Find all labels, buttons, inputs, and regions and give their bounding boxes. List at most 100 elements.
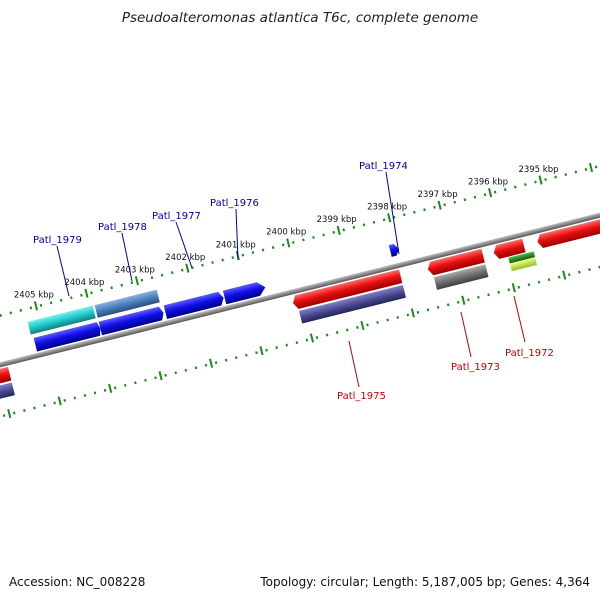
ruler-minor-tick [271, 246, 275, 249]
ruler-major-tick [538, 175, 543, 185]
ruler-minor-tick [154, 376, 157, 380]
ruler-minor-tick [386, 318, 389, 322]
ruler-tick-label: 2404 kbp [64, 278, 104, 288]
ruler-major-tick [387, 213, 392, 223]
ruler-minor-tick [312, 235, 315, 239]
ruler-minor-tick [517, 285, 521, 289]
ruler-minor-tick [335, 331, 339, 334]
ruler-minor-tick [497, 290, 500, 294]
ruler-minor-tick [113, 386, 117, 390]
ruler-minor-tick [29, 306, 33, 310]
ruler-minor-tick [356, 326, 359, 329]
cog-patl-1972-a [508, 251, 536, 264]
ruler-tick-label: 2400 kbp [266, 228, 306, 238]
ruler-minor-tick [120, 283, 124, 287]
ruler-major-tick [209, 358, 214, 368]
ruler-minor-tick [23, 409, 26, 412]
ruler-minor-tick [184, 368, 188, 372]
ruler-minor-tick [527, 283, 531, 287]
ruler-minor-tick [362, 223, 366, 227]
cog-patl-1972-b [509, 257, 537, 272]
ruler-minor-tick [524, 183, 527, 187]
ruler-minor-tick [13, 411, 16, 415]
ruler-minor-tick [342, 228, 346, 232]
ruler-major-tick [511, 283, 516, 293]
ruler-minor-tick [164, 373, 167, 377]
ruler-minor-tick [396, 315, 400, 319]
ruler-major-tick [336, 225, 341, 235]
ruler-major-tick [360, 320, 365, 331]
ruler-minor-tick [376, 320, 379, 324]
ruler-minor-tick [130, 281, 134, 285]
gene-label-patl-1979: Patl_1979 [33, 235, 82, 246]
ruler-minor-tick [224, 358, 228, 362]
ruler-minor-tick [285, 343, 289, 347]
ruler-minor-tick [265, 348, 268, 352]
cds-forward-patl-1978 [98, 306, 164, 336]
ruler-minor-tick [483, 193, 487, 197]
ruler-major-tick [33, 301, 39, 311]
ruler-minor-tick [544, 178, 547, 182]
ruler-minor-tick [124, 383, 127, 387]
ruler-tick-label: 2403 kbp [115, 265, 155, 275]
ruler-minor-tick [33, 406, 36, 410]
callout-line-patl-1975 [348, 340, 360, 388]
map-title: Pseudoalteromonas atlantica T6c, complet… [122, 10, 478, 26]
ruler-tick-label: 2405 kbp [14, 291, 54, 301]
accession-text: Accession: NC_008228 [9, 575, 145, 589]
ruler-minor-tick [463, 198, 467, 202]
ruler-minor-tick [275, 346, 278, 350]
ruler-minor-tick [578, 270, 581, 274]
reverse-cog-features [0, 251, 537, 410]
ruler-minor-tick [372, 220, 376, 224]
ruler-minor-tick [211, 261, 214, 265]
ruler-major-tick [309, 333, 315, 343]
ruler-minor-tick [170, 271, 174, 275]
ruler-major-tick [7, 408, 12, 419]
ruler-minor-tick [261, 248, 265, 252]
ruler-minor-tick [241, 253, 245, 257]
ruler-minor-tick [221, 258, 224, 262]
gene-label-patl-1972: Patl_1972 [505, 348, 554, 359]
ruler-major-tick [588, 162, 594, 173]
cog-patl-1978 [94, 289, 160, 318]
ruler-major-tick [108, 383, 113, 393]
ruler-minor-tick [134, 381, 137, 385]
ruler-minor-tick [457, 300, 460, 304]
genome-summary-text: Topology: circular; Length: 5,187,005 bp… [259, 575, 590, 589]
callout-line-patl-1977 [175, 221, 193, 269]
cog-patl-1979 [27, 305, 96, 335]
gene-label-patl-1975: Patl_1975 [337, 391, 386, 402]
ruler-minor-tick [574, 170, 578, 174]
ruler-tick-label: 2397 kbp [418, 190, 458, 200]
ruler-minor-tick [514, 185, 517, 189]
reverse-strand-features [0, 214, 600, 395]
ruler-minor-tick [80, 293, 83, 297]
ruler-tick-label: 2399 kbp [317, 215, 357, 225]
ruler-minor-tick [436, 305, 440, 309]
ruler-minor-tick [423, 208, 426, 212]
ruler-minor-tick [547, 278, 551, 282]
ruler-minor-tick [281, 243, 285, 247]
ruler-minor-tick [70, 296, 73, 300]
ruler-minor-tick [554, 175, 557, 179]
ruler-major-tick [84, 288, 89, 298]
ruler-minor-tick [403, 213, 406, 217]
ruler-minor-tick [302, 238, 305, 242]
gene-label-patl-1973: Patl_1973 [451, 362, 500, 373]
ruler-major-tick [134, 276, 139, 286]
cds-forward-patl-1974 [388, 243, 399, 257]
callout-line-patl-1972 [513, 295, 526, 343]
ruler-minor-tick [181, 268, 184, 272]
ruler-major-tick [158, 371, 163, 381]
ruler-inner [2, 265, 600, 419]
ruler-minor-tick [174, 371, 178, 375]
gene-label-patl-1976: Patl_1976 [210, 198, 259, 209]
ruler-minor-tick [443, 203, 446, 207]
ruler-minor-tick [235, 356, 238, 360]
ruler-minor-tick [467, 298, 470, 302]
cds-reverse-patl-1972 [493, 238, 526, 259]
ruler-minor-tick [160, 273, 164, 277]
ruler-labels: 2395 kbp 2396 kbp 2397 kbp 2398 kbp 2399 kbp… [14, 165, 559, 301]
ruler-minor-tick [346, 328, 349, 332]
